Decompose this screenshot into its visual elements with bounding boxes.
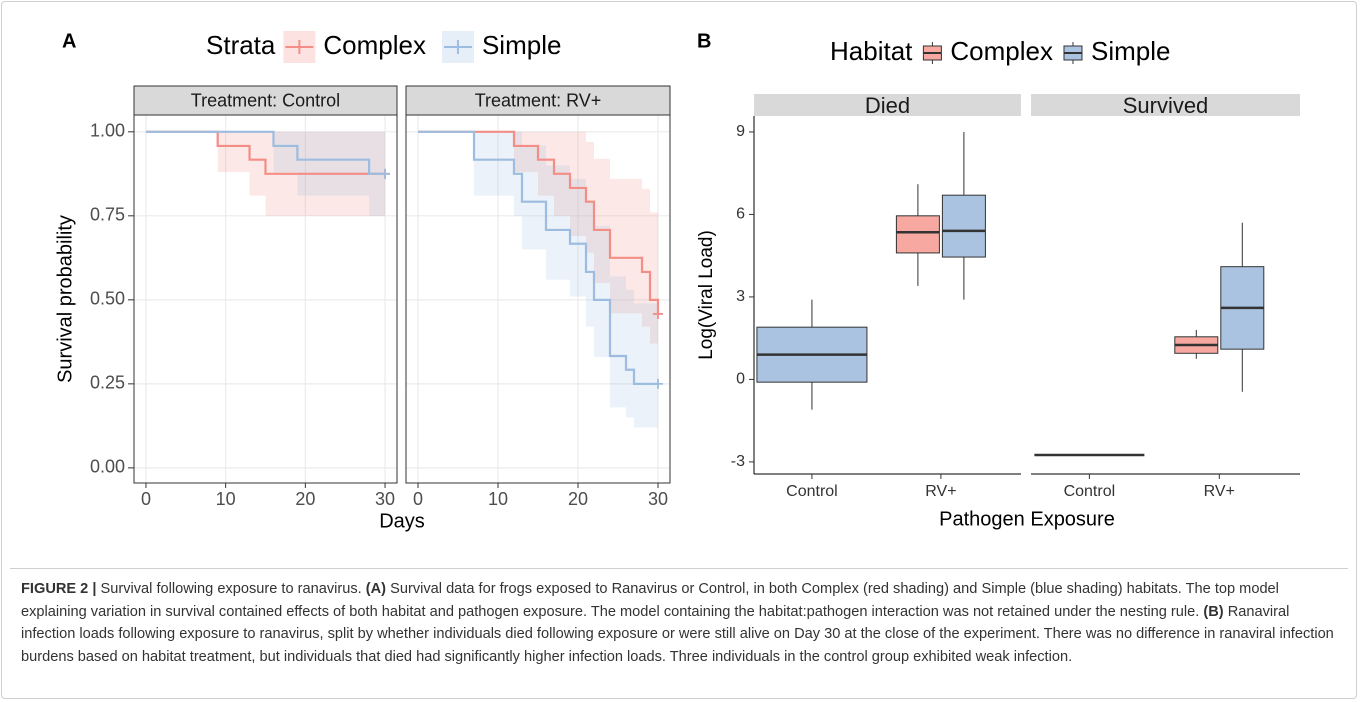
x-tick-label: 10 xyxy=(216,489,236,509)
y-tick-label: -3 xyxy=(731,453,745,470)
panel-bg xyxy=(406,115,670,483)
legend-title: Habitat xyxy=(830,36,913,66)
y-axis-title: Log(Viral Load) xyxy=(696,230,717,360)
confidence-band xyxy=(418,131,658,357)
y-tick-label: 3 xyxy=(736,288,745,305)
box xyxy=(941,194,986,258)
caption-title: Survival following exposure to ranavirus… xyxy=(100,581,362,597)
y-tick-label: 1.00 xyxy=(90,121,125,141)
y-tick-label: 0.00 xyxy=(90,457,125,477)
panel-label: B xyxy=(697,30,711,52)
survival-line xyxy=(418,130,660,314)
x-tick-label: 0 xyxy=(413,489,423,509)
x-tick-label: 0 xyxy=(141,489,151,509)
x-tick-label: 30 xyxy=(648,489,668,509)
legend-label: Simple xyxy=(1091,36,1170,66)
panel-bg xyxy=(134,115,397,483)
strip xyxy=(1031,94,1300,116)
y-tick-label: 6 xyxy=(736,206,745,223)
caption-panel-label: (B) xyxy=(1203,603,1224,620)
legend-label: Simple xyxy=(482,30,561,60)
censor-mark xyxy=(380,168,391,179)
y-tick-label: 0.50 xyxy=(90,289,125,309)
survival-line xyxy=(418,130,658,385)
strip xyxy=(133,85,398,116)
panel-border xyxy=(133,114,398,484)
y-axis-title: Survival probability xyxy=(54,215,76,383)
x-tick-label: RV+ xyxy=(925,483,956,500)
survival-line xyxy=(145,130,386,175)
strip-label: Treatment: RV+ xyxy=(475,90,602,110)
legend-label: Complex xyxy=(950,36,1053,66)
survival-line xyxy=(145,130,386,175)
x-tick-label: 20 xyxy=(568,489,588,509)
box xyxy=(895,215,940,254)
strip xyxy=(754,94,1021,116)
y-tick-label: 0 xyxy=(736,371,745,388)
legend-title: Strata xyxy=(206,30,276,60)
x-tick-label: 10 xyxy=(488,489,508,509)
x-axis-title: Pathogen Exposure xyxy=(939,508,1115,530)
x-axis-title: Days xyxy=(379,510,425,532)
x-tick-label: 30 xyxy=(375,489,395,509)
x-tick-label: Control xyxy=(786,483,838,500)
x-tick-label: RV+ xyxy=(1204,483,1235,500)
censor-mark xyxy=(653,378,663,389)
legend-label: Complex xyxy=(323,30,426,60)
strip-label: Died xyxy=(865,93,910,118)
panel-label: A xyxy=(62,30,76,52)
x-tick-label: Control xyxy=(1064,483,1116,500)
panel-border xyxy=(405,114,671,484)
caption: FIGURE 2 | Survival following exposure t… xyxy=(21,578,1341,668)
censor-mark xyxy=(653,308,663,319)
strip-label: Survived xyxy=(1123,93,1209,118)
y-tick-label: 0.25 xyxy=(90,373,125,393)
caption-panel-text: Survival data for frogs exposed to Ranav… xyxy=(21,581,1279,620)
confidence-band xyxy=(145,131,386,216)
y-tick-label: 0.75 xyxy=(90,205,125,225)
caption-panel-text: Ranaviral infection loads following expo… xyxy=(21,603,1334,665)
x-tick-label: 20 xyxy=(295,489,315,509)
caption-label: FIGURE 2 | xyxy=(21,581,97,597)
strip-label: Treatment: Control xyxy=(191,90,340,110)
caption-rule xyxy=(10,568,1348,569)
confidence-band xyxy=(418,131,658,428)
y-tick-label: 9 xyxy=(736,123,745,140)
caption-panel-label: (A) xyxy=(365,581,387,597)
figure: A Strata Complex Simple Treatment: Control 0 1… xyxy=(54,30,1300,532)
